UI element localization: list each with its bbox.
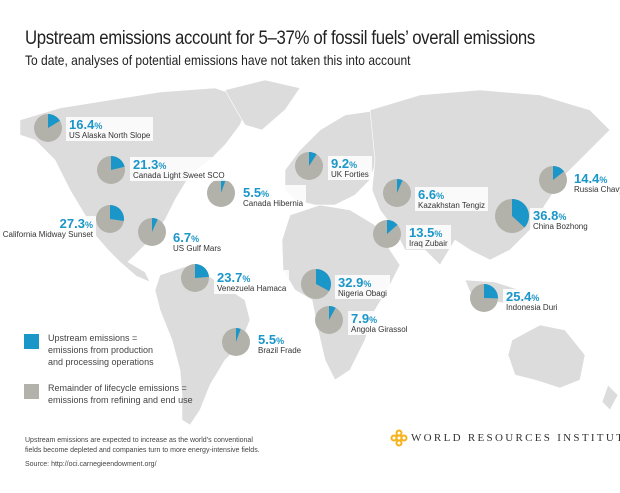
pie-upstream-slice <box>236 328 241 342</box>
field-label: 25.4% Indonesia Duri <box>503 289 561 313</box>
legend-line: Upstream emissions = <box>48 333 138 343</box>
field-percent: 23.7% <box>217 270 251 285</box>
pie-upstream-slice <box>329 306 336 320</box>
field-name: Iraq Zubair <box>409 239 448 248</box>
source-link[interactable]: Source: http://oci.carnegieendowment.org… <box>25 461 157 468</box>
field-name: Canada Light Sweet SCO <box>133 171 225 180</box>
field-name: California Midway Sunset <box>2 230 93 239</box>
pie-upstream-slice <box>221 179 226 193</box>
field-label: 32.9% Nigeria Obagi <box>335 275 390 299</box>
greenland <box>224 79 301 131</box>
legend-remainder-text: Remainder of lifecycle emissions = emiss… <box>48 382 193 406</box>
field-name: US Gulf Mars <box>173 244 222 253</box>
field-percent: 6.7% <box>173 230 200 245</box>
pie-upstream-slice <box>387 220 398 234</box>
footnote: Upstream emissions are expected to incre… <box>25 437 260 454</box>
new-zealand <box>601 384 619 411</box>
field-name: Nigeria Obagi <box>338 289 387 298</box>
field-percent: 32.9% <box>338 275 372 290</box>
field-name: Angola Girassol <box>351 325 408 334</box>
field-label: 14.4%Russia Chavyo <box>571 171 620 195</box>
field-label: 6.6% Kazakhstan Tengiz <box>415 187 489 211</box>
page-subtitle: To date, analyses of potential emissions… <box>25 52 411 68</box>
field-percent: 21.3% <box>133 157 167 172</box>
legend-line: emissions from production <box>48 345 154 355</box>
brand-name: WORLD RESOURCES INSTITUTE <box>411 432 620 444</box>
field-name: US Alaska North Slope <box>69 131 151 140</box>
field-label: 27.3% California Midway Sunset <box>0 216 96 240</box>
field-label: 13.5% Iraq Zubair <box>406 225 451 249</box>
field-percent: 25.4% <box>506 289 540 304</box>
field-label: 23.7% Venezuela Hamaca <box>214 270 290 294</box>
field-name: Kazakhstan Tengiz <box>418 201 486 210</box>
page-title: Upstream emissions account for 5–37% of … <box>25 27 535 49</box>
pie-upstream-slice <box>553 166 565 180</box>
field-percent: 13.5% <box>409 225 443 240</box>
field-percent: 5.5% <box>258 332 285 347</box>
legend-line: and processing operations <box>48 357 154 367</box>
field-percent: 14.4% <box>574 171 608 186</box>
field-name: Brazil Frade <box>258 346 302 355</box>
legend-swatch-upstream <box>24 334 39 349</box>
field-name: Canada Hibernia <box>243 199 304 208</box>
field-label: 5.5% Canada Hibernia <box>240 185 307 209</box>
field-percent: 36.8% <box>533 208 567 223</box>
pie-upstream-slice <box>152 218 158 232</box>
field-label: 21.3% Canada Light Sweet SCO <box>130 157 228 181</box>
field-label: 16.4% US Alaska North Slope <box>66 117 154 141</box>
field-label: 36.8% China Bozhong <box>530 208 591 232</box>
field-name: China Bozhong <box>533 222 588 231</box>
legend-swatch-remainder <box>24 384 39 399</box>
pie-upstream-slice <box>484 284 499 299</box>
legend-upstream-text: Upstream emissions = emissions from prod… <box>48 332 154 368</box>
field-percent: 16.4% <box>69 117 103 132</box>
field-percent: 9.2% <box>331 156 358 171</box>
pie-upstream-slice <box>111 156 125 170</box>
asia <box>369 89 611 266</box>
field-label: 7.9% Angola Girassol <box>348 311 411 335</box>
pie-upstream-slice <box>316 269 332 292</box>
pie-upstream-slice <box>110 205 124 222</box>
legend-line: Remainder of lifecycle emissions = <box>48 383 187 393</box>
pie-upstream-slice <box>397 179 403 193</box>
field-label: 9.2% UK Forties <box>328 156 372 180</box>
pie-upstream-slice <box>309 152 317 166</box>
field-name: Russia Chavyo <box>574 185 620 194</box>
pie-upstream-slice <box>512 199 529 228</box>
field-percent: 5.5% <box>243 185 270 200</box>
field-label: 5.5% Brazil Frade <box>255 332 305 356</box>
field-name: Indonesia Duri <box>506 303 558 312</box>
pie-upstream-slice <box>195 264 209 278</box>
legend-line: emissions from refining and end use <box>48 395 193 405</box>
field-label: 6.7% US Gulf Mars <box>170 230 225 254</box>
field-percent: 27.3% <box>59 216 93 231</box>
field-percent: 7.9% <box>351 311 378 326</box>
field-name: Venezuela Hamaca <box>217 284 287 293</box>
australia <box>507 324 586 389</box>
wri-logo-icon <box>390 429 408 447</box>
field-percent: 6.6% <box>418 187 445 202</box>
field-name: UK Forties <box>331 170 369 179</box>
pie-upstream-slice <box>48 114 61 128</box>
